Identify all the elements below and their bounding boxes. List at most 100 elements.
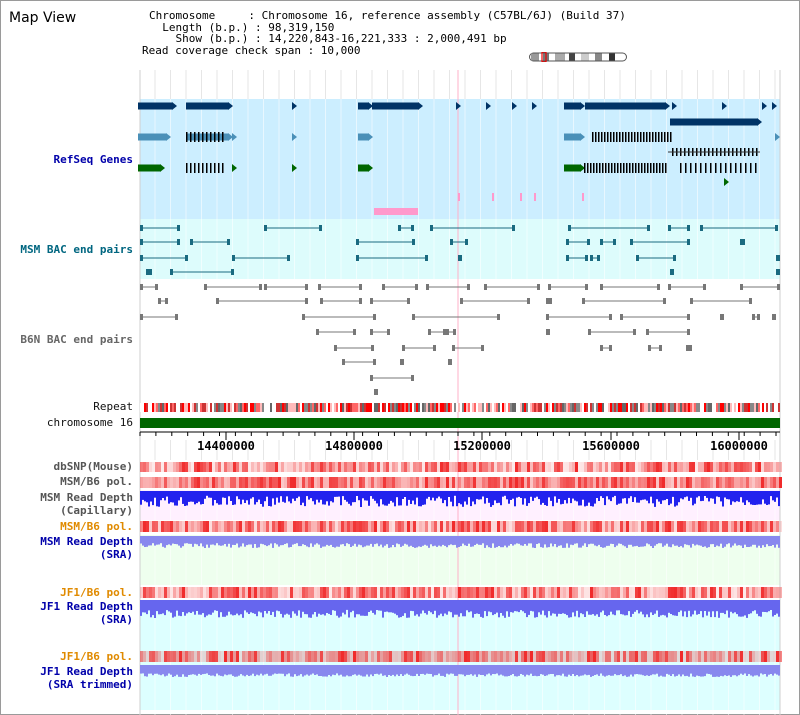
read-depth-bar bbox=[698, 536, 700, 546]
polymorphism-mark bbox=[737, 477, 740, 488]
read-depth-bar bbox=[580, 665, 582, 676]
read-depth-bar bbox=[422, 491, 424, 505]
polymorphism-mark bbox=[422, 587, 425, 598]
polymorphism-mark bbox=[623, 521, 626, 532]
repeat-mark bbox=[548, 403, 550, 412]
polymorphism-mark bbox=[770, 521, 773, 532]
repeat-mark bbox=[502, 403, 504, 412]
read-depth-bar bbox=[546, 600, 548, 618]
repeat-mark bbox=[488, 403, 490, 412]
polymorphism-mark bbox=[620, 587, 623, 598]
repeat-mark bbox=[478, 403, 480, 412]
read-depth-bar bbox=[776, 536, 778, 545]
exon-mark bbox=[655, 132, 657, 142]
read-depth-bar bbox=[590, 665, 592, 677]
read-depth-bar bbox=[618, 600, 620, 611]
read-depth-bar bbox=[334, 491, 336, 497]
polymorphism-mark bbox=[221, 651, 224, 662]
read-depth-bar bbox=[608, 536, 610, 546]
read-depth-bar bbox=[432, 491, 434, 498]
polymorphism-mark bbox=[440, 651, 443, 662]
read-depth-bar bbox=[146, 665, 148, 677]
exon-mark bbox=[190, 163, 192, 173]
read-depth-bar bbox=[608, 665, 610, 676]
read-depth-bar bbox=[376, 600, 378, 610]
polymorphism-mark bbox=[665, 477, 668, 488]
read-depth-bar bbox=[444, 536, 446, 546]
read-depth-bar bbox=[272, 665, 274, 675]
read-depth-bar bbox=[716, 600, 718, 612]
read-depth-bar bbox=[590, 536, 592, 544]
bac-end bbox=[370, 375, 373, 381]
read-depth-bar bbox=[592, 491, 594, 507]
bac-end bbox=[700, 225, 703, 231]
read-depth-bar bbox=[758, 665, 760, 677]
read-depth-bar bbox=[594, 665, 596, 675]
polymorphism-mark bbox=[542, 477, 545, 488]
read-depth-bar bbox=[374, 600, 376, 615]
read-depth-bar bbox=[660, 536, 662, 544]
read-depth-bar bbox=[674, 536, 676, 546]
read-depth-bar bbox=[612, 536, 614, 544]
exon-mark bbox=[710, 163, 712, 173]
polymorphism-mark bbox=[530, 587, 533, 598]
read-depth-bar bbox=[148, 600, 150, 611]
polymorphism-mark bbox=[266, 587, 269, 598]
exon-mark bbox=[650, 163, 652, 173]
read-depth-bar bbox=[514, 491, 516, 507]
read-depth-bar bbox=[760, 536, 762, 548]
polymorphism-mark bbox=[641, 587, 644, 598]
polymorphism-mark bbox=[506, 462, 509, 472]
repeat-mark bbox=[736, 403, 738, 412]
polymorphism-mark bbox=[260, 477, 263, 488]
bac-end bbox=[412, 239, 415, 245]
read-depth-bar bbox=[388, 600, 390, 613]
read-depth-bar bbox=[192, 665, 194, 675]
read-depth-bar bbox=[148, 536, 150, 546]
read-depth-bar bbox=[232, 665, 234, 676]
read-depth-bar bbox=[426, 665, 428, 674]
read-depth-bar bbox=[680, 536, 682, 547]
read-depth-bar bbox=[480, 491, 482, 500]
repeat-mark bbox=[174, 403, 176, 412]
polymorphism-mark bbox=[284, 521, 287, 532]
polymorphism-mark bbox=[635, 477, 638, 488]
read-depth-bar bbox=[680, 491, 682, 499]
polymorphism-mark bbox=[338, 521, 341, 532]
read-depth-bar bbox=[570, 491, 572, 504]
bac-end bbox=[777, 284, 780, 290]
polymorphism-mark bbox=[641, 651, 644, 662]
read-depth-bar bbox=[430, 491, 432, 501]
polymorphism-mark bbox=[497, 587, 500, 598]
read-depth-bar bbox=[260, 665, 262, 674]
read-depth-bar bbox=[282, 665, 284, 674]
read-depth-bar bbox=[300, 600, 302, 618]
polymorphism-mark bbox=[731, 462, 734, 472]
read-depth-bar bbox=[574, 600, 576, 617]
read-depth-bar bbox=[356, 491, 358, 496]
polymorphism-mark bbox=[407, 587, 410, 598]
read-depth-bar bbox=[446, 665, 448, 674]
read-depth-bar bbox=[340, 600, 342, 617]
read-depth-bar bbox=[434, 665, 436, 676]
read-depth-bar bbox=[676, 665, 678, 676]
read-depth-bar bbox=[774, 536, 776, 548]
read-depth-bar bbox=[266, 536, 268, 547]
read-depth-bar bbox=[590, 600, 592, 615]
read-depth-bar bbox=[198, 665, 200, 674]
repeat-mark bbox=[546, 403, 548, 412]
read-depth-bar bbox=[572, 665, 574, 674]
read-depth-bar bbox=[492, 491, 494, 506]
length-line: Length (b.p.) : 98,319,150 bbox=[149, 20, 335, 34]
read-depth-bar bbox=[294, 536, 296, 544]
read-depth-bar bbox=[442, 600, 444, 617]
read-depth-bar bbox=[528, 665, 530, 676]
read-depth-bar bbox=[564, 665, 566, 677]
chromosome-ideogram[interactable] bbox=[529, 52, 627, 62]
read-depth-bar bbox=[718, 600, 720, 618]
polymorphism-mark bbox=[206, 587, 209, 598]
polymorphism-mark bbox=[257, 587, 260, 598]
polymorphism-mark bbox=[716, 587, 719, 598]
read-depth-bar bbox=[266, 665, 268, 674]
